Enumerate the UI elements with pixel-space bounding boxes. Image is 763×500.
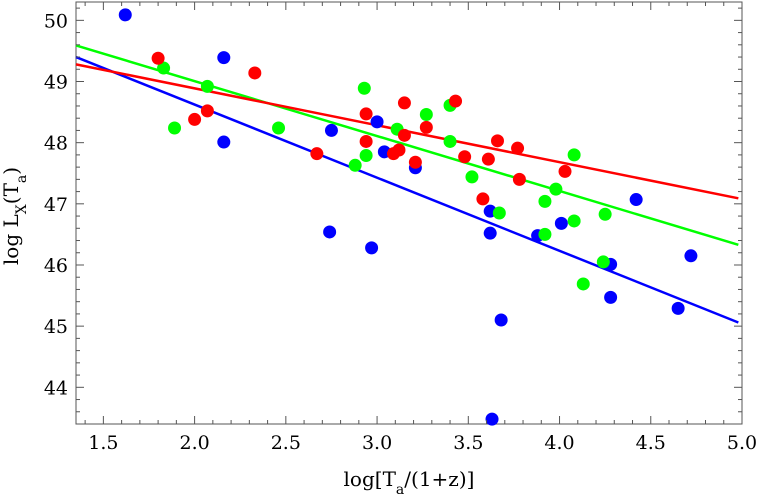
data-point — [567, 214, 581, 228]
y-axis-ticks: 44 45 46 47 48 49 50 — [44, 7, 742, 413]
data-point — [408, 155, 422, 169]
data-point — [151, 51, 165, 65]
data-point — [549, 182, 563, 196]
plot-frame — [75, 1, 743, 425]
data-point — [476, 192, 490, 206]
data-point — [598, 207, 612, 221]
x-tick-label: 2.0 — [179, 432, 209, 454]
x-axis-label: log[Ta/(1+z)] — [344, 467, 475, 498]
data-point — [217, 51, 231, 65]
data-point — [324, 123, 338, 137]
data-point — [397, 96, 411, 110]
data-point — [419, 108, 433, 122]
x-tick-label: 3.5 — [453, 432, 483, 454]
data-point — [485, 412, 499, 426]
y-tick-label: 47 — [44, 194, 68, 216]
data-point — [443, 134, 457, 148]
fit-line-1 — [75, 44, 739, 246]
x-axis-ticks: 1.5 2.0 2.5 3.0 3.5 4.0 4.5 5.0 — [84, 2, 757, 454]
data-point — [671, 301, 685, 315]
y-tick-label: 48 — [44, 133, 68, 155]
data-point — [481, 152, 495, 166]
data-point — [248, 66, 262, 80]
data-point — [168, 121, 182, 135]
x-tick-label: 1.5 — [88, 432, 118, 454]
data-point — [359, 107, 373, 121]
fit-line-0 — [75, 55, 739, 324]
data-point — [465, 170, 479, 184]
data-point — [629, 193, 643, 207]
data-point — [512, 172, 526, 186]
data-point — [554, 216, 568, 230]
data-point — [359, 149, 373, 163]
x-tick-label: 3.0 — [362, 432, 392, 454]
data-point — [188, 112, 202, 126]
x-tick-label: 5.0 — [727, 432, 757, 454]
data-point — [538, 227, 552, 241]
y-tick-label: 45 — [44, 316, 68, 338]
data-point — [200, 104, 214, 118]
data-point — [458, 150, 472, 164]
data-point — [310, 147, 324, 161]
data-point — [397, 128, 411, 142]
x-tick-label: 4.0 — [544, 432, 574, 454]
y-tick-label: 49 — [44, 72, 68, 94]
data-points — [118, 8, 698, 426]
y-axis-label: log LX(Ta) — [0, 167, 30, 265]
data-point — [272, 121, 286, 135]
data-point — [492, 206, 506, 220]
x-tick-label: 2.5 — [271, 432, 301, 454]
data-point — [348, 158, 362, 172]
y-tick-label: 46 — [44, 255, 68, 277]
y-tick-label: 50 — [44, 10, 68, 32]
data-point — [567, 148, 581, 162]
data-point — [217, 135, 231, 149]
x-tick-label: 4.5 — [636, 432, 666, 454]
data-point — [494, 313, 508, 327]
data-point — [604, 290, 618, 304]
data-point — [538, 194, 552, 208]
data-point — [392, 143, 406, 157]
y-tick-label: 44 — [44, 377, 68, 399]
data-point — [596, 255, 610, 269]
data-point — [511, 141, 525, 155]
data-point — [483, 226, 497, 240]
data-point — [449, 94, 463, 108]
data-point — [576, 277, 590, 291]
data-point — [684, 249, 698, 263]
data-point — [558, 164, 572, 178]
data-point — [323, 225, 337, 239]
data-point — [118, 8, 132, 22]
data-point — [359, 134, 373, 148]
data-point — [357, 81, 371, 95]
data-point — [419, 120, 433, 134]
data-point — [200, 79, 214, 93]
data-point — [370, 115, 384, 129]
fit-lines — [75, 44, 739, 324]
data-point — [490, 134, 504, 148]
data-point — [365, 241, 379, 255]
data-point — [157, 61, 171, 75]
